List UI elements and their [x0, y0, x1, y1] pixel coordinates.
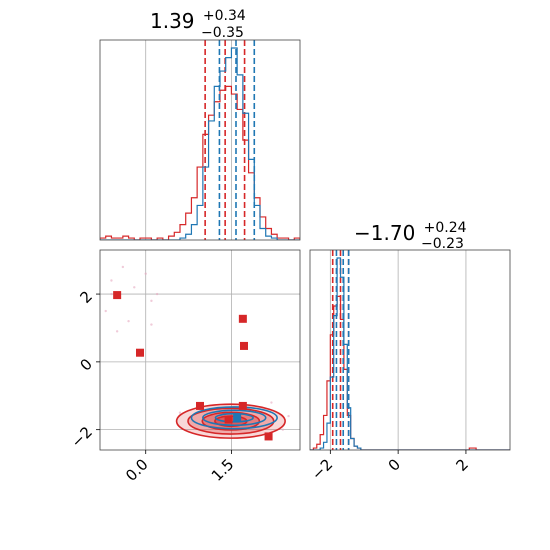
marker-point	[113, 291, 122, 300]
sample-point	[133, 286, 136, 289]
sample-point	[287, 414, 290, 418]
density-contour	[214, 412, 254, 423]
x-tick-label: 2	[452, 455, 471, 474]
marginal-title-param-1: 1.39 +0.34	[150, 8, 246, 33]
density-contour	[202, 409, 267, 427]
histogram-step-line	[310, 257, 510, 450]
title-lower-error: −0.35	[201, 25, 244, 41]
marginal-title-param-2: −1.70 +0.24	[354, 220, 467, 245]
panel-frame	[99, 39, 301, 241]
title-median-value: 1.39	[150, 9, 195, 33]
marker-point	[136, 348, 144, 357]
marginal-histogram-param-1: 1.39 +0.34 −0.35	[99, 8, 301, 241]
panel-frame	[309, 249, 511, 451]
marker-point	[264, 432, 273, 441]
sample-point	[178, 411, 182, 414]
marker-point	[240, 341, 248, 350]
x-tick-label: 0	[385, 455, 404, 474]
marker-point	[224, 415, 233, 424]
panel-frame	[99, 249, 301, 451]
title-median-value: −1.70	[354, 221, 415, 245]
sample-point	[115, 330, 119, 333]
sample-point	[121, 265, 125, 269]
histogram-step-line	[100, 47, 300, 240]
sample-point	[104, 309, 107, 313]
sample-point	[110, 292, 113, 296]
marker-point	[233, 413, 242, 422]
y-tick-label: 0	[77, 355, 96, 374]
title-upper-error: +0.34	[203, 8, 246, 24]
x-tick-label: −2	[308, 455, 336, 483]
marginal-histogram-param-2: −2 0 2 −1.70 +0.24 −0.23	[308, 220, 511, 484]
y-tick-label: 2	[77, 287, 96, 306]
y-tick-label: −2	[68, 423, 96, 451]
sample-point	[144, 272, 147, 275]
x-tick-label: 0.0	[122, 455, 152, 485]
marker-point	[196, 401, 204, 410]
sample-point	[110, 279, 113, 282]
title-lower-error: −0.23	[421, 236, 464, 252]
sample-point	[150, 323, 153, 326]
joint-contour-panel: 0.0 1.5 −2 0 2	[68, 249, 301, 485]
marker-point	[238, 401, 247, 410]
x-tick-label: 1.5	[208, 455, 238, 485]
title-upper-error: +0.24	[424, 220, 467, 236]
sample-point	[270, 401, 273, 404]
marker-point	[238, 314, 247, 323]
density-contour	[190, 406, 278, 430]
sample-point	[155, 292, 159, 296]
sample-point	[281, 428, 285, 431]
sample-point	[150, 299, 153, 303]
sample-point	[127, 319, 130, 323]
